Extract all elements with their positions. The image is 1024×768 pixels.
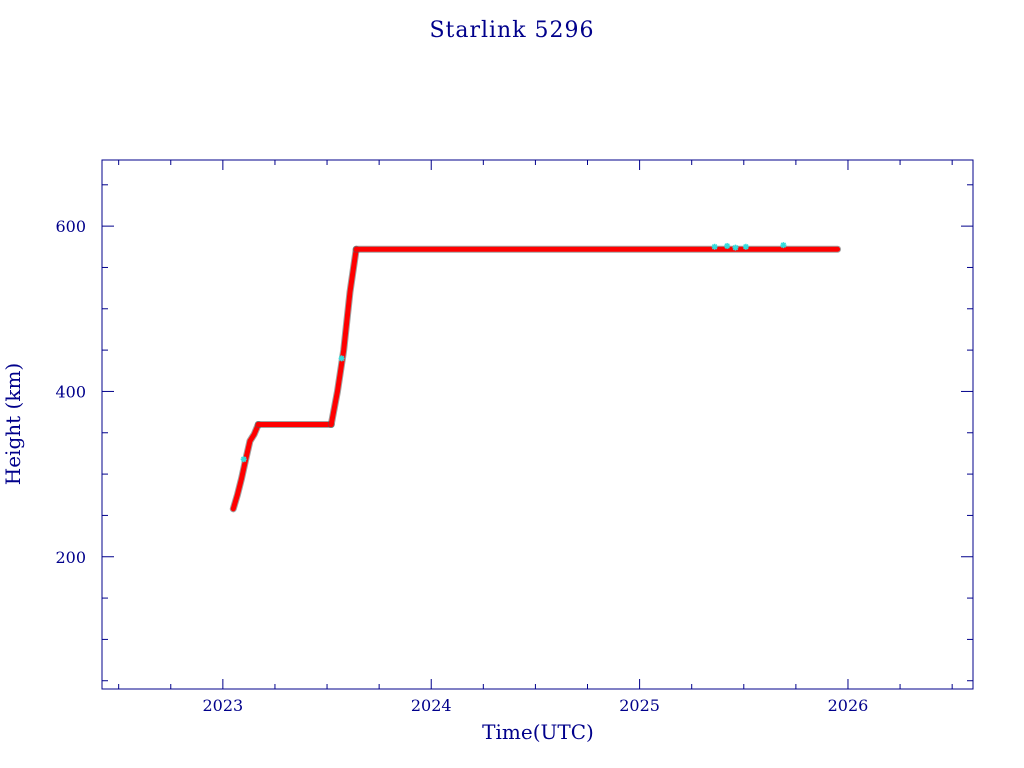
data-point-highlight [724, 242, 731, 249]
chart-title: Starlink 5296 [429, 18, 594, 43]
x-axis-label: Time(UTC) [482, 720, 594, 744]
x-tick-label: 2023 [202, 696, 243, 715]
y-tick-label: 400 [55, 382, 86, 401]
y-tick-label: 200 [55, 548, 86, 567]
data-point-highlight [732, 244, 739, 251]
data-point-highlight [711, 243, 718, 250]
data-point-highlight [240, 456, 247, 463]
data-point-highlight [742, 243, 749, 250]
y-axis-label: Height (km) [1, 363, 25, 485]
x-tick-label: 2024 [411, 696, 452, 715]
data-point-highlight [780, 242, 787, 249]
x-tick-label: 2026 [828, 696, 869, 715]
y-tick-label: 600 [55, 217, 86, 236]
data-point-highlight [338, 355, 345, 362]
x-tick-label: 2025 [619, 696, 660, 715]
plot-frame [101, 159, 974, 690]
series-track [230, 422, 261, 512]
series-track [328, 246, 359, 427]
